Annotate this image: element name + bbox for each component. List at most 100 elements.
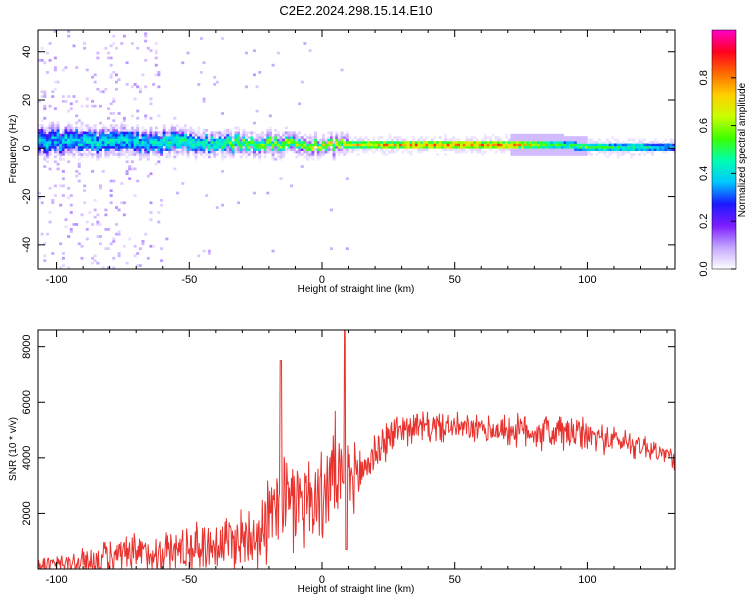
heatmap-cell xyxy=(616,138,620,142)
heatmap-cell xyxy=(377,145,381,149)
heatmap-cell xyxy=(53,184,57,188)
snr-plot-area xyxy=(38,330,675,569)
heatmap-cell xyxy=(260,131,264,135)
heatmap-cell xyxy=(223,150,227,154)
heatmap-cell xyxy=(181,136,185,139)
heatmap-cell xyxy=(184,133,187,137)
heatmap-cell xyxy=(420,141,424,144)
heatmap-cell xyxy=(53,87,57,91)
heatmap-cell xyxy=(478,145,482,149)
heatmap-cell xyxy=(125,143,129,147)
heatmap-cell xyxy=(353,141,357,144)
heatmap-cell xyxy=(391,148,394,152)
heatmap-cell xyxy=(507,141,511,144)
heatmap-cell xyxy=(141,145,145,149)
heatmap-cell xyxy=(80,104,84,108)
heatmap-cell xyxy=(276,133,280,137)
heatmap-cell xyxy=(51,131,55,135)
heatmap-cell xyxy=(221,145,225,149)
heatmap-cell xyxy=(515,138,519,142)
heatmap-cell xyxy=(444,145,448,149)
heatmap-cell xyxy=(125,170,129,173)
heatmap-cell xyxy=(303,145,307,149)
heatmap-cell xyxy=(165,155,169,159)
heatmap-cell xyxy=(550,138,554,142)
heatmap-cell xyxy=(189,133,193,137)
heatmap-cell xyxy=(184,143,187,147)
heatmap-cell xyxy=(537,148,540,152)
heatmap-cell xyxy=(226,153,230,156)
heatmap-cell xyxy=(534,138,538,142)
heatmap-cell xyxy=(661,150,665,154)
heatmap-cell xyxy=(377,141,381,144)
heatmap-cell xyxy=(359,145,363,149)
heatmap-cell xyxy=(282,131,286,135)
heatmap-cell xyxy=(311,155,315,159)
heatmap-cell xyxy=(234,133,238,137)
heatmap-cell xyxy=(184,148,187,152)
heatmap-cell xyxy=(64,66,68,69)
heatmap-cell xyxy=(215,148,219,152)
heatmap-cell xyxy=(85,220,89,224)
heatmap-cell xyxy=(99,131,102,135)
heatmap-cell xyxy=(146,145,150,149)
heatmap-cell xyxy=(128,153,132,156)
heatmap-cell xyxy=(550,133,554,137)
heatmap-cell xyxy=(53,136,57,139)
heatmap-cell xyxy=(231,138,235,142)
heatmap-cell xyxy=(112,179,116,183)
heatmap-cell xyxy=(69,136,73,139)
heatmap-cell xyxy=(481,141,485,144)
heatmap-cell xyxy=(109,242,113,246)
heatmap-cell xyxy=(205,148,209,152)
heatmap-cell xyxy=(43,131,47,135)
heatmap-cell xyxy=(141,153,145,156)
heatmap-cell xyxy=(521,133,525,137)
heatmap-cell xyxy=(253,148,256,152)
heatmap-cell xyxy=(417,150,421,154)
heatmap-cell xyxy=(56,138,60,142)
heatmap-cell xyxy=(43,155,47,159)
heatmap-cell xyxy=(133,138,137,142)
heatmap-cell xyxy=(109,143,113,147)
heatmap-cell xyxy=(250,131,254,135)
heatmap-cell xyxy=(340,141,344,144)
heatmap-cell xyxy=(316,143,320,147)
heatmap-cell xyxy=(465,136,469,139)
heatmap-cell xyxy=(136,264,140,267)
heatmap-cell xyxy=(454,145,458,149)
heatmap-cell xyxy=(566,148,570,152)
heatmap-cell xyxy=(526,138,530,142)
heatmap-cell xyxy=(69,141,73,144)
heatmap-cell xyxy=(263,133,267,137)
heatmap-cell xyxy=(194,143,198,147)
heatmap-cell xyxy=(107,136,110,139)
heatmap-cell xyxy=(637,138,641,142)
heatmap-cell xyxy=(56,124,60,127)
heatmap-cell xyxy=(608,143,612,147)
heatmap-cell xyxy=(181,143,185,147)
heatmap-cell xyxy=(152,133,156,137)
heatmap-cell xyxy=(385,138,389,142)
heatmap-cell xyxy=(168,129,172,132)
heatmap-cell xyxy=(93,126,97,130)
heatmap-cell xyxy=(444,141,448,144)
heatmap-cell xyxy=(539,150,543,154)
heatmap-cell xyxy=(502,150,506,154)
heatmap-cell xyxy=(568,136,572,139)
heatmap-cell xyxy=(282,150,286,154)
heatmap-cell xyxy=(369,145,373,149)
heatmap-cell xyxy=(364,148,368,152)
heatmap-cell xyxy=(168,133,172,137)
heatmap-cell xyxy=(107,155,110,159)
heatmap-cell xyxy=(133,143,137,147)
heatmap-cell xyxy=(144,114,148,118)
heatmap-cell xyxy=(53,129,57,132)
heatmap-cell xyxy=(340,150,344,154)
heatmap-cell xyxy=(308,136,312,139)
heatmap-cell xyxy=(168,131,172,135)
heatmap-cell xyxy=(534,148,538,152)
heatmap-cell xyxy=(513,143,517,147)
heatmap-cell xyxy=(91,75,95,79)
